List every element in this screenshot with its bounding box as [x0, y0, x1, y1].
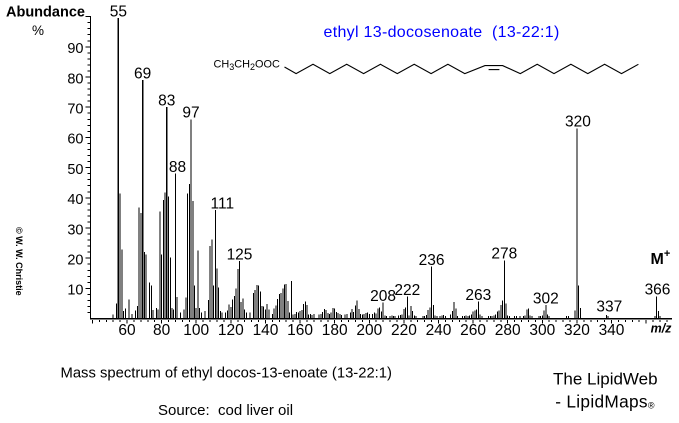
svg-text:ethyl 13-docosenoate (13-22:1: ethyl 13-docosenoate (13-22:1) — [324, 24, 560, 41]
svg-text:278: 278 — [491, 246, 517, 263]
svg-text:366: 366 — [645, 282, 671, 299]
svg-text:40: 40 — [67, 192, 83, 208]
svg-text:300: 300 — [529, 322, 555, 339]
svg-text:208: 208 — [370, 288, 396, 305]
svg-text:88: 88 — [169, 159, 186, 176]
svg-text:CH3CH2OOC: CH3CH2OOC — [214, 59, 280, 73]
svg-text:69: 69 — [134, 65, 151, 82]
svg-text:10: 10 — [67, 283, 83, 299]
svg-text:80: 80 — [153, 322, 171, 339]
svg-text:220: 220 — [391, 322, 417, 339]
svg-text:50: 50 — [67, 162, 83, 178]
svg-text:111: 111 — [211, 195, 235, 212]
svg-text:Abundance: Abundance — [6, 5, 85, 21]
svg-text:70: 70 — [67, 102, 83, 118]
svg-text:337: 337 — [596, 299, 622, 316]
svg-text:120: 120 — [218, 322, 244, 339]
svg-text:222: 222 — [394, 282, 420, 299]
svg-text:55: 55 — [110, 4, 127, 21]
svg-text:280: 280 — [495, 322, 521, 339]
svg-text:263: 263 — [465, 287, 491, 304]
svg-text:60: 60 — [67, 132, 83, 148]
svg-text:260: 260 — [460, 322, 486, 339]
svg-text:240: 240 — [426, 322, 452, 339]
svg-text:- LipidMaps®: - LipidMaps® — [555, 392, 655, 412]
svg-text:160: 160 — [287, 322, 313, 339]
svg-text:320: 320 — [565, 114, 591, 131]
svg-text:100: 100 — [183, 322, 209, 339]
svg-text:302: 302 — [533, 290, 559, 307]
svg-text:125: 125 — [227, 247, 253, 264]
svg-text:© W. W. Christie: © W. W. Christie — [14, 227, 24, 296]
svg-text:320: 320 — [564, 322, 590, 339]
svg-text:80: 80 — [67, 71, 83, 87]
svg-text:90: 90 — [67, 41, 83, 57]
svg-text:97: 97 — [182, 105, 199, 122]
svg-text:140: 140 — [253, 322, 279, 339]
svg-text:20: 20 — [67, 253, 83, 269]
svg-text:30: 30 — [67, 222, 83, 238]
svg-text:340: 340 — [599, 322, 625, 339]
svg-text:200: 200 — [356, 322, 382, 339]
svg-text:60: 60 — [118, 322, 136, 339]
svg-text:Source: cod liver oil: Source: cod liver oil — [158, 402, 293, 419]
svg-text:m/z: m/z — [651, 322, 673, 336]
svg-text:83: 83 — [158, 93, 175, 110]
svg-text:Mass spectrum of ethyl docos-1: Mass spectrum of ethyl docos-13-enoate (… — [61, 366, 393, 382]
svg-text:The LipidWeb: The LipidWeb — [553, 370, 658, 389]
svg-text:%: % — [32, 23, 44, 38]
svg-text:180: 180 — [322, 322, 348, 339]
svg-text:236: 236 — [419, 252, 445, 269]
